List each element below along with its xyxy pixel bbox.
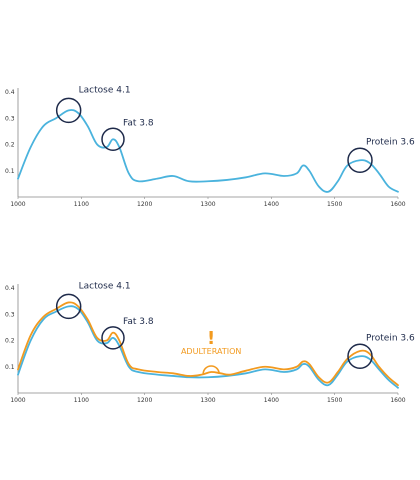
spectrum-line-adulterated <box>17 301 399 387</box>
x-tick-label: 1500 <box>327 201 342 208</box>
spectrum-line-sample <box>17 109 399 193</box>
peak-highlight-circle <box>347 343 373 369</box>
x-tick-label: 1200 <box>137 201 152 208</box>
peak-label: Protein 3.6 <box>366 137 415 147</box>
peak-label: Lactose 4.1 <box>79 85 131 95</box>
peak-highlight-circle <box>55 97 82 124</box>
peak-highlight-circle <box>101 127 125 151</box>
x-tick-label: 1400 <box>264 201 279 208</box>
y-tick-label: 0.3 <box>5 311 15 318</box>
peak-label: Fat 3.8 <box>123 317 154 327</box>
x-tick-label: 1500 <box>327 397 342 404</box>
x-tick-label: 1400 <box>264 397 279 404</box>
spectrum-chart-top: 1000 1100 1200 1300 1400 1500 1600 0.1 0.2 0.3 0.4… <box>5 85 415 208</box>
adulteration-bump-marker <box>202 365 220 375</box>
peak-label: Protein 3.6 <box>366 333 415 343</box>
x-tick-label: 1000 <box>10 201 25 208</box>
x-tick-label: 1300 <box>200 397 215 404</box>
peak-label: Fat 3.8 <box>123 118 154 128</box>
adulteration-label: ADULTERATION <box>181 347 241 356</box>
x-tick-label: 1600 <box>390 201 405 208</box>
y-tick-label: 0.4 <box>5 89 15 96</box>
spectrum-line-sample <box>17 305 399 389</box>
x-tick-label: 1100 <box>74 201 89 208</box>
x-tick-label: 1200 <box>137 397 152 404</box>
y-tick-label: 0.2 <box>5 142 15 149</box>
y-tick-label: 0.1 <box>5 364 15 371</box>
peak-label: Lactose 4.1 <box>79 281 131 291</box>
y-tick-label: 0.1 <box>5 168 15 175</box>
y-tick-label: 0.4 <box>5 285 15 292</box>
y-tick-label: 0.3 <box>5 115 15 122</box>
peak-highlight-circle <box>55 293 82 320</box>
x-tick-label: 1100 <box>74 397 89 404</box>
peak-highlight-circle <box>101 326 125 350</box>
y-tick-label: 0.2 <box>5 338 15 345</box>
adulteration-warning-icon: ! <box>207 328 215 349</box>
spectrum-chart-bottom: 1000 1100 1200 1300 1400 1500 1600 0.1 0.2 0.3 0.4… <box>5 281 415 404</box>
x-tick-label: 1600 <box>390 397 405 404</box>
x-tick-label: 1000 <box>10 397 25 404</box>
peak-highlight-circle <box>347 147 373 173</box>
x-tick-label: 1300 <box>200 201 215 208</box>
